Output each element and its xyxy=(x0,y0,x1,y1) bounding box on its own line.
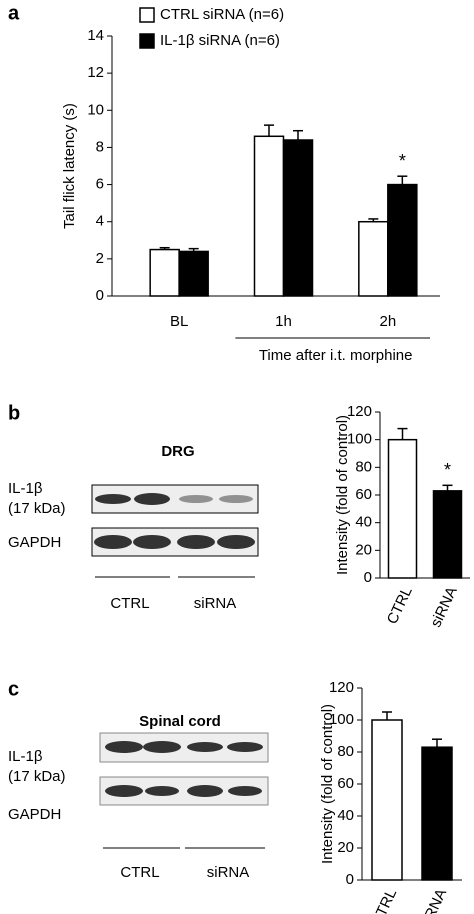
bar xyxy=(358,220,389,297)
y-tick-label: 0 xyxy=(346,871,354,888)
panel-letter: a xyxy=(8,2,20,24)
band xyxy=(105,741,143,753)
y-tick-label: 2 xyxy=(96,250,104,267)
y-tick-label: 100 xyxy=(347,431,372,448)
x-tick-label: siRNA xyxy=(427,584,460,630)
bar xyxy=(149,248,180,297)
y-tick-label: 40 xyxy=(337,807,354,824)
panel-letter: c xyxy=(8,678,19,700)
legend-label: CTRL siRNA (n=6) xyxy=(160,6,284,23)
band xyxy=(143,741,181,753)
blot-b: b DRG IL-1β (17 kDa) GAPDH CTRL siRNA xyxy=(8,402,259,612)
band xyxy=(227,742,263,752)
band xyxy=(94,535,132,549)
control: GAPDH xyxy=(8,806,61,823)
bar xyxy=(387,438,418,579)
y-tick-label: 120 xyxy=(347,403,372,420)
bar xyxy=(282,139,314,297)
y-axis-title: Tail flick latency (s) xyxy=(61,103,78,229)
bar xyxy=(253,135,285,297)
band xyxy=(134,493,170,505)
x-tick-label: BL xyxy=(170,313,188,330)
group-label: siRNA xyxy=(207,864,250,881)
band xyxy=(187,742,223,752)
y-tick-label: 100 xyxy=(329,711,354,728)
bar xyxy=(178,250,209,297)
y-tick-label: 20 xyxy=(355,541,372,558)
blot-c: c Spinal cord IL-1β (17 kDa) GAPDH CTRL … xyxy=(8,678,269,881)
target: IL-1β xyxy=(8,480,43,497)
band xyxy=(177,535,215,549)
y-tick-label: 120 xyxy=(329,679,354,696)
y-tick-label: 12 xyxy=(87,64,104,81)
y-tick-label: 10 xyxy=(87,101,104,118)
y-tick-label: 60 xyxy=(355,486,372,503)
y-tick-label: 60 xyxy=(337,775,354,792)
group-label: CTRL xyxy=(120,864,159,881)
x-tick-label: 2h xyxy=(379,313,396,330)
band xyxy=(187,785,223,797)
bar xyxy=(387,183,418,297)
y-tick-label: 4 xyxy=(96,213,104,230)
band xyxy=(219,495,253,503)
band xyxy=(105,785,143,797)
y-axis-title: Intensity (fold of control) xyxy=(334,415,351,575)
bar xyxy=(421,746,453,881)
x-tick-label: CTRL xyxy=(368,886,400,914)
band xyxy=(217,535,255,549)
control: GAPDH xyxy=(8,534,61,551)
x-tick-label: CTRL xyxy=(384,584,416,627)
tissue: DRG xyxy=(161,443,194,460)
size: (17 kDa) xyxy=(8,768,66,785)
x-axis-title: Time after i.t. morphine xyxy=(259,347,413,364)
y-axis-title: Intensity (fold of control) xyxy=(319,704,336,864)
y-tick-label: 80 xyxy=(337,743,354,760)
y-tick-label: 14 xyxy=(87,27,104,44)
legend-swatch xyxy=(139,7,155,23)
y-tick-label: 80 xyxy=(355,458,372,475)
x-tick-label: siRNA xyxy=(417,886,450,914)
panel-letter: b xyxy=(8,402,20,424)
band xyxy=(95,494,131,504)
band xyxy=(179,495,213,503)
y-tick-label: 0 xyxy=(96,287,104,304)
legend-label: IL-1β siRNA (n=6) xyxy=(160,32,280,49)
bar xyxy=(371,719,403,881)
group-label: siRNA xyxy=(194,595,237,612)
band xyxy=(228,786,262,796)
target: IL-1β xyxy=(8,748,43,765)
bar xyxy=(432,490,463,579)
group-label: CTRL xyxy=(110,595,149,612)
y-tick-label: 0 xyxy=(364,569,372,586)
significance: * xyxy=(444,460,451,480)
y-tick-label: 20 xyxy=(337,839,354,856)
y-tick-label: 40 xyxy=(355,514,372,531)
tissue: Spinal cord xyxy=(139,713,221,730)
x-tick-label: 1h xyxy=(275,313,292,330)
significance: * xyxy=(399,151,406,171)
legend-swatch xyxy=(139,33,155,49)
band xyxy=(133,535,171,549)
y-tick-label: 8 xyxy=(96,138,104,155)
size: (17 kDa) xyxy=(8,500,66,517)
band xyxy=(145,786,179,796)
y-tick-label: 6 xyxy=(96,176,104,193)
